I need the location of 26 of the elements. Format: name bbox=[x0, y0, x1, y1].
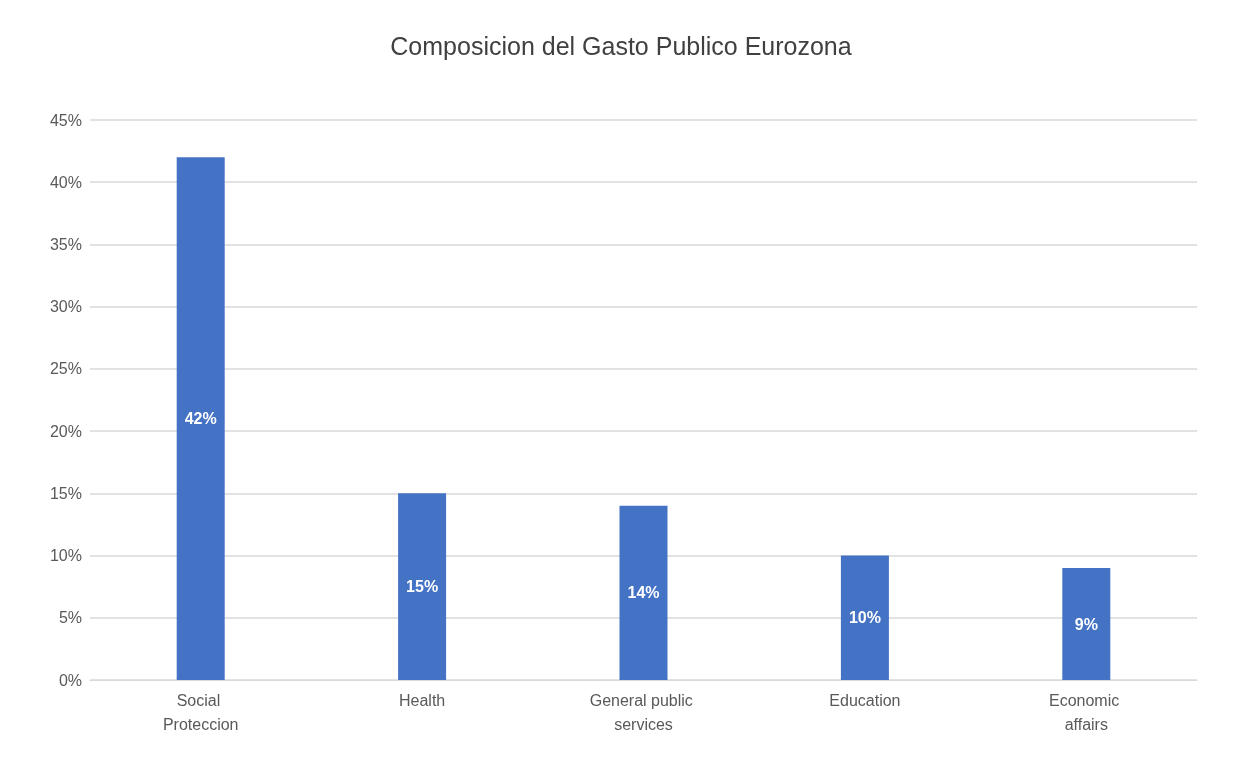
y-tick-label: 25% bbox=[49, 360, 82, 378]
data-label: 15% bbox=[406, 578, 439, 596]
chart-title: Composicion del Gasto Publico Eurozona bbox=[390, 31, 852, 60]
bar bbox=[398, 493, 447, 680]
y-tick-label: 10% bbox=[49, 547, 82, 565]
bar bbox=[176, 157, 225, 680]
bar bbox=[840, 555, 889, 680]
data-label: 9% bbox=[1074, 615, 1098, 633]
y-tick-label: 5% bbox=[58, 609, 82, 627]
data-label: 10% bbox=[848, 609, 881, 627]
x-tick-label: Social Proteccion bbox=[162, 691, 239, 733]
y-tick-label: 30% bbox=[49, 298, 82, 316]
y-tick-label: 40% bbox=[49, 173, 82, 191]
data-label: 14% bbox=[627, 584, 660, 602]
bar bbox=[619, 505, 668, 680]
y-tick-label: 35% bbox=[49, 235, 82, 253]
y-tick-label: 45% bbox=[49, 111, 82, 129]
bar bbox=[1062, 568, 1111, 680]
data-label: 42% bbox=[184, 410, 217, 428]
x-tick-label: Economic affairs bbox=[1048, 691, 1124, 733]
y-tick-label: 15% bbox=[49, 484, 82, 502]
x-tick-label: Health bbox=[398, 691, 446, 709]
y-tick-label: 20% bbox=[49, 422, 82, 440]
x-tick-label: Education bbox=[829, 691, 901, 709]
x-tick-label: General public services bbox=[589, 691, 698, 733]
y-tick-label: 0% bbox=[58, 671, 82, 689]
